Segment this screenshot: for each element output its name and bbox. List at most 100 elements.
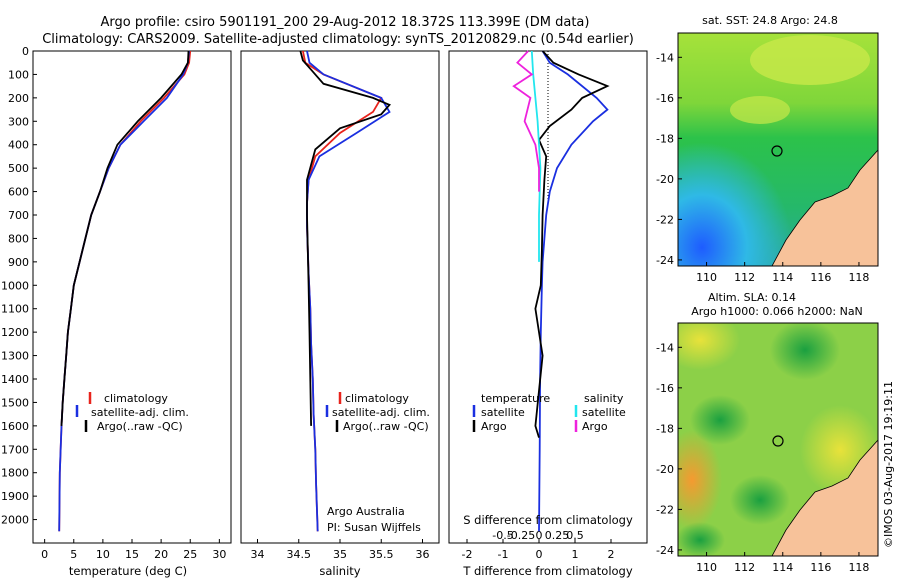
header-line-2: Climatology: CARS2009. Satellite-adjuste… — [42, 32, 634, 47]
depth-axis: 0 100 200 300 400 500 600 700 800 900 1000 1100 1200… — [1, 45, 37, 527]
lat-tick-label: -14 — [656, 51, 674, 64]
temperature-lines — [58, 50, 192, 532]
lat-tick-label: -20 — [656, 463, 674, 476]
sla-map-panel: Altim. SLA: 0.14 Argo h1000: 0.066 h2000… — [656, 291, 879, 574]
lat-tick-label: -14 — [656, 341, 674, 354]
s-diff-tick-label: -0.25 — [507, 529, 535, 542]
salinity-panel: 34 34.5 35 35.5 36 salinity climatology sate… — [240, 50, 440, 578]
series-line-s-argo — [512, 50, 540, 192]
sst-map-frame — [677, 32, 879, 267]
legend-salinity-title: salinity — [584, 392, 624, 405]
legend-label-s-satellite: satellite — [582, 406, 626, 419]
temperature-x-axis: 0 5 10 15 20 25 30 — [41, 539, 226, 561]
legend-label-argo: Argo(..raw -QC) — [97, 420, 183, 433]
legend-label-s-argo: Argo — [582, 420, 608, 433]
depth-tick-label: 800 — [8, 232, 29, 245]
t-difference-xlabel: T difference from climatology — [462, 564, 633, 578]
depth-tick-label: 1600 — [1, 420, 29, 433]
lat-tick-label: -20 — [656, 173, 674, 186]
side-credit: ©IMOS 03-Aug-2017 19:19:11 — [882, 381, 895, 548]
depth-tick-label: 0 — [22, 45, 29, 58]
sla-map-axes: -14 -16 -18 -20 -22 -24 110 112 114 116 118 — [656, 341, 869, 574]
x-tick-label: 25 — [183, 548, 197, 561]
legend-temperature-title: temperature — [481, 392, 550, 405]
lon-tick-label: 118 — [848, 561, 869, 574]
depth-tick-label: 300 — [8, 115, 29, 128]
depth-tick-label: 1100 — [1, 303, 29, 316]
lon-tick-label: 116 — [810, 561, 831, 574]
x-tick-label: 30 — [212, 548, 226, 561]
lon-tick-label: 112 — [734, 271, 755, 284]
s-difference-title: S difference from climatology — [463, 513, 633, 527]
lat-tick-label: -18 — [656, 422, 674, 435]
legend-label-argo: Argo(..raw -QC) — [343, 420, 429, 433]
s-diff-tick-label: 0.5 — [566, 529, 584, 542]
sla-map-frame — [677, 322, 879, 557]
lat-tick-label: -22 — [656, 213, 674, 226]
depth-tick-label: 1800 — [1, 467, 29, 480]
depth-tick-label: 1400 — [1, 373, 29, 386]
difference-panel: -2 -1 0 1 2 -0.5-0.25 0 0.250.5 S difference f… — [448, 50, 648, 578]
x-tick-label: 10 — [96, 548, 110, 561]
sla-map-field — [678, 323, 878, 556]
x-tick-label: -1 — [498, 548, 509, 561]
depth-tick-label: 200 — [8, 92, 29, 105]
salinity-legend: climatology satellite-adj. clim. Argo(..… — [325, 392, 430, 433]
legend-label-satellite: satellite-adj. clim. — [332, 406, 430, 419]
t-difference-x-axis: -2 -1 0 1 2 — [462, 539, 615, 561]
depth-tick-label: 1900 — [1, 490, 29, 503]
difference-legend: temperature salinity satellite Argo sate… — [472, 392, 626, 433]
lon-tick-label: 110 — [696, 271, 717, 284]
lon-tick-label: 110 — [696, 561, 717, 574]
x-tick-label: 0 — [536, 548, 543, 561]
lat-tick-label: -24 — [656, 544, 674, 557]
x-tick-label: 36 — [416, 548, 430, 561]
x-tick-label: 15 — [125, 548, 139, 561]
lon-tick-label: 118 — [848, 271, 869, 284]
depth-tick-label: 700 — [8, 209, 29, 222]
x-tick-label: 0 — [41, 548, 48, 561]
sla-land — [771, 439, 878, 556]
x-tick-label: -2 — [462, 548, 473, 561]
difference-lines — [512, 50, 610, 532]
series-line-argo — [534, 50, 610, 438]
lat-tick-label: -16 — [656, 382, 674, 395]
salinity-axes — [240, 50, 440, 544]
sla-map-title-2: Argo h1000: 0.066 h2000: NaN — [691, 305, 863, 318]
depth-tick-label: 1300 — [1, 350, 29, 363]
salinity-lines — [299, 50, 392, 532]
lon-tick-label: 114 — [772, 561, 793, 574]
depth-tick-label: 100 — [8, 68, 29, 81]
depth-tick-label: 1200 — [1, 326, 29, 339]
x-tick-label: 35 — [333, 548, 347, 561]
x-tick-label: 34.5 — [287, 548, 312, 561]
x-tick-label: 5 — [70, 548, 77, 561]
x-tick-label: 1 — [572, 548, 579, 561]
sst-map-field — [678, 33, 878, 266]
depth-tick-label: 400 — [8, 139, 29, 152]
salinity-x-axis: 34 34.5 35 35.5 36 — [251, 539, 430, 561]
difference-axes — [448, 50, 648, 544]
depth-tick-label: 600 — [8, 186, 29, 199]
depth-tick-label: 900 — [8, 256, 29, 269]
s-diff-tick-label: 0 — [536, 529, 543, 542]
depth-tick-label: 1000 — [1, 279, 29, 292]
s-diff-tick-label: 0.25 — [545, 529, 570, 542]
sla-argo-location-marker — [772, 435, 784, 447]
sst-land — [771, 149, 878, 266]
x-tick-label: 34 — [251, 548, 265, 561]
credit-pi: PI: Susan Wijffels — [327, 521, 421, 534]
lat-tick-label: -16 — [656, 92, 674, 105]
sla-map-title-1: Altim. SLA: 0.14 — [708, 291, 796, 304]
x-tick-label: 20 — [154, 548, 168, 561]
sst-map-panel: sat. SST: 24.8 Argo: 24.8 — [656, 14, 879, 284]
legend-label-t-satellite: satellite — [481, 406, 525, 419]
temperature-axes — [32, 50, 232, 544]
series-line-s-satellite — [530, 50, 542, 262]
lon-tick-label: 112 — [734, 561, 755, 574]
lat-tick-label: -22 — [656, 503, 674, 516]
depth-tick-label: 2000 — [1, 514, 29, 527]
depth-tick-label: 1500 — [1, 396, 29, 409]
lon-tick-label: 114 — [772, 271, 793, 284]
